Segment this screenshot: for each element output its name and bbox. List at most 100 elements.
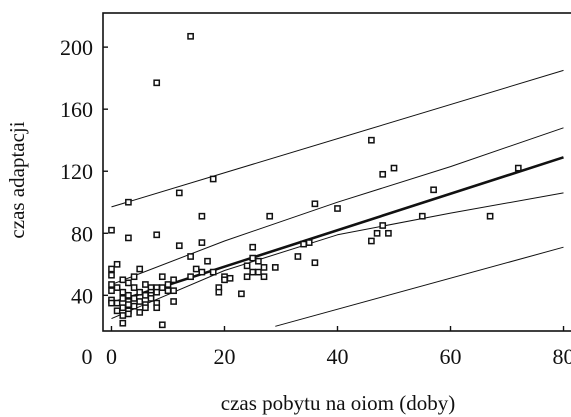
y-axis-label: czas adaptacji [5,121,29,238]
data-point [271,264,279,271]
y-tick-label: 200 [60,35,93,60]
x-tick-labels: 0 20 40 60 80 [106,344,571,369]
data-point [142,304,149,312]
data-point [209,175,217,183]
data-point [119,288,127,296]
data-point [221,276,228,284]
data-point [311,259,319,267]
data-points [108,32,522,329]
bands [111,69,564,327]
data-point [215,288,223,296]
data-point [130,302,138,310]
data-point [158,273,166,281]
data-point [108,287,115,295]
data-point [175,242,183,250]
y-tick-labels: 40 80 120 160 200 [60,35,93,308]
data-point [142,291,149,299]
data-point [514,164,522,172]
data-point [170,298,177,305]
data-point [125,310,132,318]
confidence-band-lower [111,192,564,320]
data-point [192,265,200,273]
data-point [170,287,177,295]
y-tick-label: 120 [60,159,93,184]
data-point [373,229,381,237]
data-point [187,273,194,281]
data-point [300,240,307,248]
data-point [125,301,132,308]
data-point [198,212,206,220]
data-point [130,273,138,281]
data-point [108,271,115,279]
data-point [108,265,115,273]
data-point [368,237,375,245]
data-point [334,205,341,212]
data-point [294,253,302,260]
data-point [113,260,121,268]
x-tick-label: 60 [440,344,462,369]
data-point [198,268,206,276]
data-point [249,243,257,251]
data-point [164,287,172,295]
data-point [136,288,144,296]
data-point [108,281,115,288]
data-point [113,307,121,315]
fit-line-group [111,156,564,305]
data-point [305,239,313,246]
data-point [238,290,245,298]
data-point [136,298,144,305]
data-point [136,309,144,316]
data-point [204,257,211,265]
data-point [243,273,251,281]
data-point [255,268,262,276]
data-point [260,264,268,271]
data-point [158,284,166,291]
data-point [119,304,127,312]
data-point [125,291,132,299]
data-point [125,279,132,287]
data-point [198,239,206,246]
y-tick-label: 80 [71,221,93,246]
data-point [209,268,217,276]
data-point [125,198,132,206]
data-point [311,200,319,208]
data-point [243,262,251,270]
data-point [486,212,494,220]
data-point [119,319,127,327]
data-point [170,276,177,284]
data-point [164,281,172,288]
data-point [418,212,426,220]
data-point [153,304,161,312]
data-point [113,299,121,307]
data-point [187,32,194,40]
data-point [390,164,398,172]
y-tick-label: 40 [71,283,93,308]
data-point [249,268,257,276]
axis-ticks [103,46,565,331]
data-point [266,212,274,220]
data-point [153,231,161,239]
data-point [385,229,392,237]
origin-label: 0 [82,344,93,369]
data-point [136,265,144,273]
data-point [125,234,132,242]
x-tick-label: 20 [213,344,235,369]
data-point [226,274,234,282]
regression-line [111,156,564,305]
data-point [119,276,127,284]
data-point [108,299,115,307]
data-point [368,136,375,144]
data-point [430,186,437,194]
data-point [130,295,138,302]
data-point [119,312,127,319]
data-point [260,273,268,281]
data-point [113,284,121,291]
data-point [119,295,127,302]
x-axis-label: czas pobytu na oiom (doby) [221,391,455,415]
x-tick-label: 40 [327,344,349,369]
data-point [379,170,387,178]
data-point [153,79,161,87]
x-tick-label: 0 [106,344,117,369]
data-point [142,281,149,288]
